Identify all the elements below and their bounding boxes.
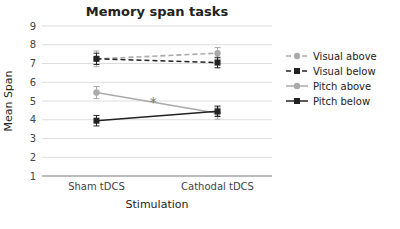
point xyxy=(215,108,221,114)
legend-marker xyxy=(294,83,300,89)
legend-marker xyxy=(294,68,300,74)
plot-area xyxy=(93,48,220,126)
legend-item: Visual above xyxy=(286,51,377,62)
error-bar-cap xyxy=(215,116,221,117)
x-axis-label: Stimulation xyxy=(126,198,189,211)
line xyxy=(96,111,217,120)
legend-item: Visual below xyxy=(286,66,376,77)
legend: Visual above Visual below Pitch above Pitch… xyxy=(286,51,377,107)
point xyxy=(93,118,99,124)
x-tick-label: Sham tDCS xyxy=(68,181,125,192)
error-bar-cap xyxy=(93,64,99,65)
legend-item: Pitch above xyxy=(286,81,371,92)
point xyxy=(93,56,99,62)
x-axis-line xyxy=(42,176,272,177)
legend-label: Pitch below xyxy=(313,96,370,107)
error-bar-cap xyxy=(93,66,99,67)
grid-line xyxy=(42,82,272,83)
line xyxy=(96,59,217,63)
error-bar-cap xyxy=(215,47,221,48)
error-bar xyxy=(215,106,221,117)
grid-line xyxy=(42,119,272,120)
annotation: * xyxy=(150,94,157,110)
chart: Memory span tasks 1 2 3 4 5 6 7 8 9 Sham tDCS Catho… xyxy=(0,0,400,229)
legend-label: Pitch above xyxy=(313,81,371,92)
y-tick-label: 7 xyxy=(30,58,36,69)
error-bar xyxy=(93,87,99,99)
grid-line xyxy=(42,101,272,102)
grid-line xyxy=(42,44,272,45)
legend-marker xyxy=(294,53,300,59)
error-bar-cap xyxy=(93,86,99,87)
grid-line xyxy=(42,63,272,64)
y-tick-label: 8 xyxy=(30,39,36,50)
y-tick-label: 3 xyxy=(30,133,36,144)
line xyxy=(96,93,217,114)
point xyxy=(93,89,99,95)
error-bar-cap xyxy=(93,53,99,54)
error-bar xyxy=(215,48,221,59)
error-bar-cap xyxy=(215,119,221,120)
grid-line xyxy=(42,176,272,177)
error-bar-cap xyxy=(93,115,99,116)
error-bar-cap xyxy=(215,106,221,107)
legend-label: Visual below xyxy=(313,66,376,77)
error-bar xyxy=(215,57,221,68)
error-bar xyxy=(93,51,99,67)
series xyxy=(93,53,220,68)
legend-marker xyxy=(294,98,300,104)
error-bar-cap xyxy=(215,67,221,68)
grid-line xyxy=(42,26,272,27)
legend-label: Visual above xyxy=(313,51,377,62)
y-tick-label: 9 xyxy=(30,21,36,32)
line xyxy=(96,53,217,59)
grid-line xyxy=(42,138,272,139)
y-tick-label: 6 xyxy=(30,77,36,88)
series xyxy=(93,106,220,126)
error-bar xyxy=(215,107,221,119)
y-tick-label: 4 xyxy=(30,114,36,125)
point xyxy=(214,50,220,56)
grid xyxy=(42,26,272,176)
series xyxy=(93,48,220,67)
grid-line xyxy=(42,157,272,158)
point xyxy=(93,56,99,62)
error-bar-cap xyxy=(93,98,99,99)
legend-item: Pitch below xyxy=(286,96,370,107)
y-tick-label: 5 xyxy=(30,96,36,107)
error-bar-cap xyxy=(215,57,221,58)
error-bar-cap xyxy=(93,50,99,51)
y-tick-label: 1 xyxy=(30,171,36,182)
error-bar xyxy=(93,115,99,126)
error-bar xyxy=(93,53,99,64)
title: Memory span tasks xyxy=(86,4,229,19)
point xyxy=(215,60,221,66)
x-tick-label: Cathodal tDCS xyxy=(181,181,254,192)
series xyxy=(93,87,220,120)
error-bar-cap xyxy=(93,125,99,126)
y-axis-label: Mean Span xyxy=(2,70,15,131)
y-tick-label: 2 xyxy=(30,152,36,163)
